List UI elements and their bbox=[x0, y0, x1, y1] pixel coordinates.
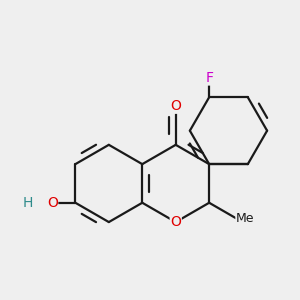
Text: H: H bbox=[22, 196, 33, 210]
Text: O: O bbox=[170, 215, 181, 229]
Text: O: O bbox=[170, 99, 181, 113]
Text: O: O bbox=[47, 196, 58, 210]
Text: Me: Me bbox=[236, 212, 254, 225]
Text: F: F bbox=[205, 71, 213, 85]
